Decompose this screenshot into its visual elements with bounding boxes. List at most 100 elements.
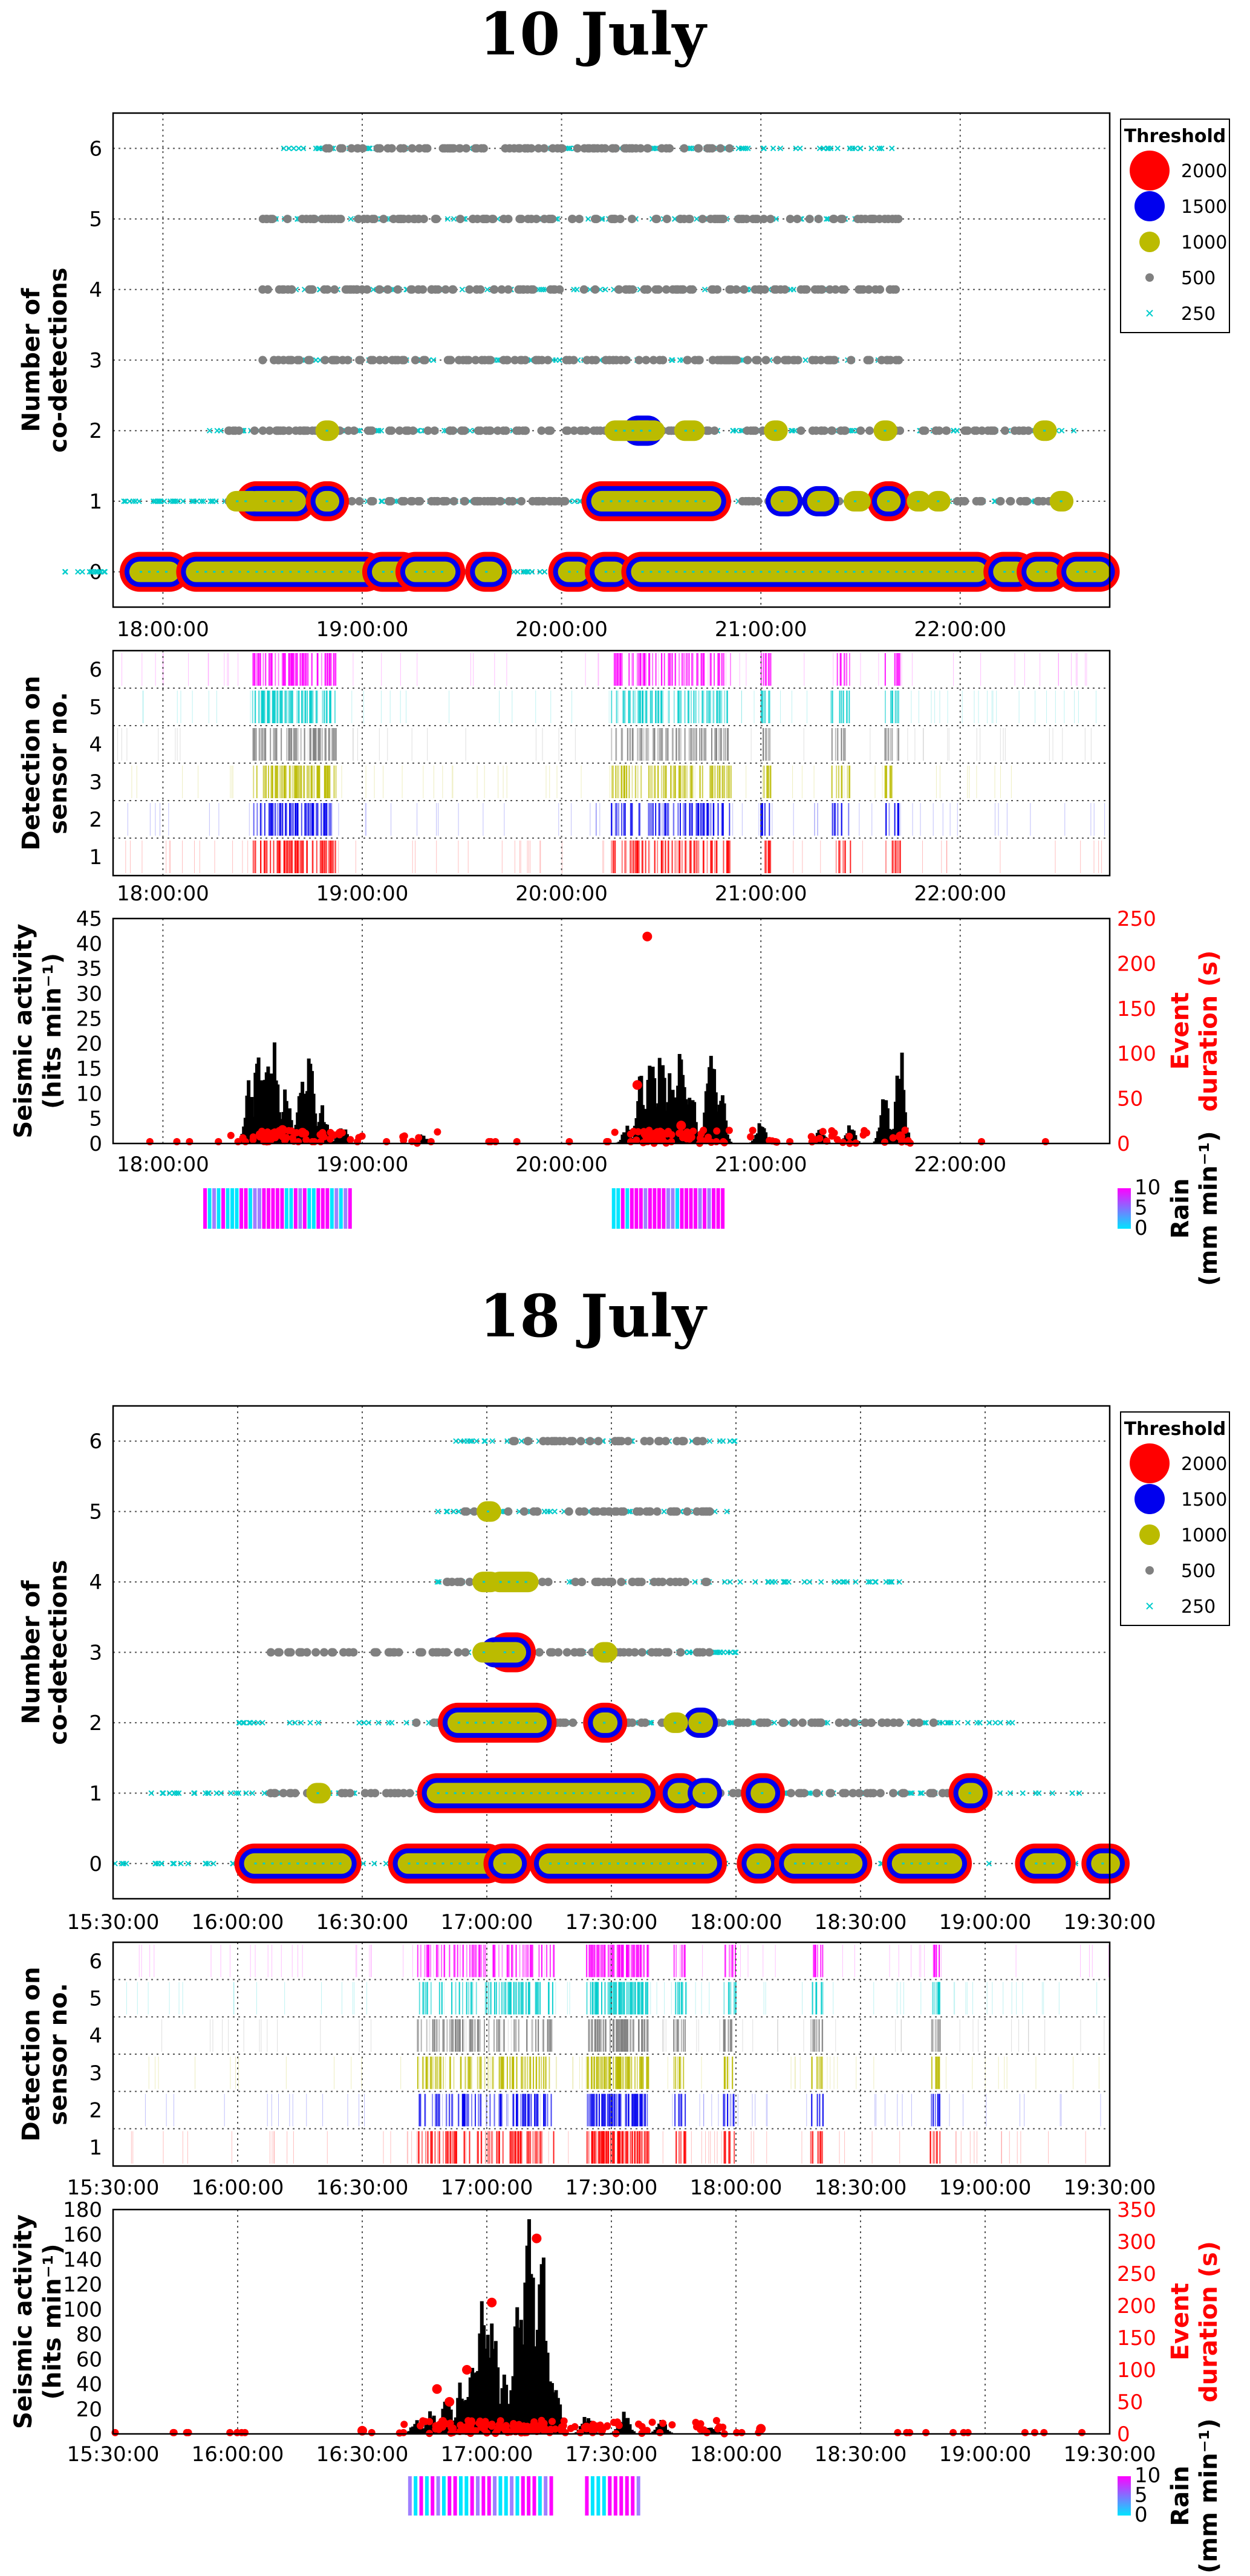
- legend-marker: [1139, 232, 1160, 252]
- codet-marker-250: [1069, 1790, 1075, 1797]
- codet-marker-250: [198, 498, 204, 504]
- codet-marker-250: [823, 216, 830, 222]
- codet-marker-250: [797, 145, 803, 152]
- duration-point: [828, 1132, 836, 1140]
- codet-marker-500: [480, 496, 489, 506]
- codet-marker-500: [362, 285, 371, 294]
- rain-bar: [311, 1188, 316, 1229]
- rain-bar: [703, 1188, 707, 1229]
- codet-marker-250: [599, 216, 605, 222]
- codet-marker-250: [316, 145, 322, 152]
- codet-marker-500: [749, 426, 758, 435]
- duration-point: [632, 1080, 642, 1090]
- seismic-ytick-label: 20: [76, 1032, 102, 1056]
- codet-marker-250: [370, 287, 376, 293]
- codet-marker-500: [674, 285, 683, 294]
- codet-marker-500: [472, 285, 481, 294]
- codet-marker-500: [780, 1718, 789, 1727]
- codet-xtick-label: 20:00:00: [515, 617, 608, 642]
- duration-point: [642, 931, 653, 942]
- codet-marker-500: [521, 426, 530, 435]
- codet-marker-500: [850, 1718, 859, 1727]
- codet-marker-250: [171, 498, 177, 504]
- codet-marker-500: [496, 496, 505, 506]
- codet-marker-500: [591, 1578, 600, 1587]
- codet-marker-250: [443, 1508, 450, 1515]
- sensor-ytick-label: 3: [89, 770, 102, 795]
- codet-marker-500: [399, 215, 408, 224]
- codet-marker-500: [519, 1507, 529, 1516]
- codet-ylabel-line2: co-detections: [45, 267, 73, 452]
- codet-marker-500: [592, 215, 601, 224]
- codet-marker-500: [340, 1789, 350, 1798]
- codet-marker-500: [363, 215, 372, 224]
- codet-marker-250: [847, 145, 853, 152]
- codet-ytick-label: 0: [89, 1852, 102, 1876]
- codet-marker-250: [441, 428, 448, 434]
- sensor-ytick-label: 2: [89, 808, 102, 832]
- seismic-ylabel-line1: Seismic activity: [10, 924, 37, 1139]
- codet-marker-500: [456, 215, 465, 224]
- codet-marker-500: [504, 1507, 513, 1516]
- codet-marker-500: [418, 285, 428, 294]
- codet-marker-250: [206, 428, 213, 434]
- rain-bar: [271, 1188, 275, 1229]
- codet-marker-500: [393, 285, 402, 294]
- codet-marker-500: [250, 426, 259, 435]
- codet-marker-500: [515, 144, 524, 153]
- codet-marker-500: [284, 426, 293, 435]
- codet-marker-250: [965, 1720, 971, 1726]
- rain-bar: [620, 1188, 625, 1229]
- codet-marker-500: [412, 1718, 421, 1727]
- rain-bar: [625, 1188, 630, 1229]
- codet-marker-500: [546, 215, 555, 224]
- codet-marker-250: [720, 1438, 726, 1444]
- codet-ytick-label: 4: [89, 278, 102, 302]
- codet-marker-500: [588, 356, 597, 365]
- codet-marker-500: [743, 426, 752, 435]
- codet-marker-500: [789, 356, 798, 365]
- codet-marker-500: [662, 215, 671, 224]
- codet-marker-500: [510, 356, 519, 365]
- codet-marker-250: [62, 568, 68, 575]
- codet-marker-500: [235, 426, 244, 435]
- plots-layer: 012345618:00:0019:00:0020:00:0021:00:002…: [10, 112, 1230, 2574]
- codet-marker-500: [553, 144, 562, 153]
- codet-marker-500: [790, 1718, 799, 1727]
- codet-marker-500: [900, 1789, 909, 1798]
- codet-marker-250: [738, 428, 744, 434]
- codet-marker-500: [428, 1648, 437, 1657]
- codet-marker-500: [654, 1578, 663, 1587]
- codet-marker-500: [701, 1578, 710, 1587]
- codet-marker-250: [495, 357, 501, 363]
- rain-bar: [334, 1188, 339, 1229]
- codet-marker-250: [737, 1579, 743, 1585]
- codet-marker-500: [814, 215, 823, 224]
- legend-label: 1500: [1181, 197, 1227, 218]
- codet-marker-250: [820, 145, 827, 152]
- rain-bar: [616, 1188, 620, 1229]
- seismic-xtick-label: 19:00:00: [316, 1153, 409, 1177]
- codet-marker-500: [562, 1648, 571, 1657]
- codet-marker-500: [786, 215, 795, 224]
- codet-marker-500: [847, 356, 856, 365]
- codet-marker-500: [1018, 426, 1027, 435]
- codet-marker-500: [839, 426, 848, 435]
- codet-marker-500: [355, 356, 364, 365]
- codet-marker-500: [643, 285, 652, 294]
- codet-ytick-label: 2: [89, 419, 102, 443]
- codet-marker-500: [823, 356, 832, 365]
- codet-marker-500: [343, 356, 353, 365]
- rain-bar: [221, 1188, 226, 1229]
- codet-marker-250: [858, 145, 864, 152]
- codet-marker-500: [585, 1437, 594, 1446]
- codet-marker-500: [441, 1648, 451, 1657]
- codet-marker-500: [443, 144, 452, 153]
- rain-bar: [216, 1188, 221, 1229]
- duration-ylabel-line2: duration (s): [1195, 951, 1223, 1112]
- rain-bar: [289, 1188, 293, 1229]
- codet-marker-500: [460, 496, 469, 506]
- legend-label: 500: [1181, 268, 1216, 289]
- codet-marker-250: [524, 568, 530, 575]
